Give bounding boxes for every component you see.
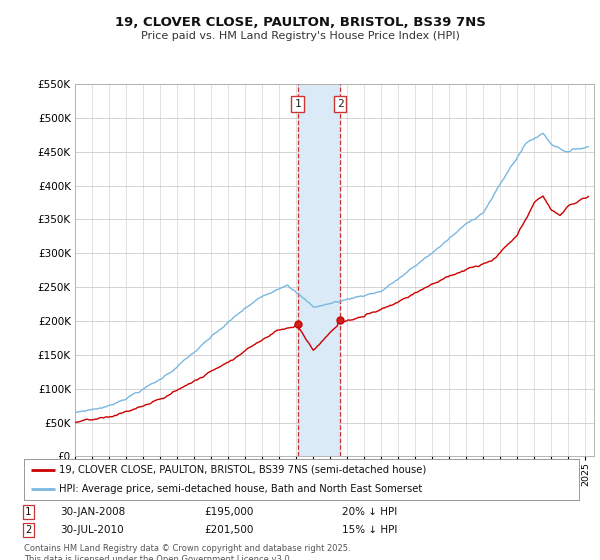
Text: £201,500: £201,500 bbox=[204, 525, 253, 535]
Text: 2: 2 bbox=[25, 525, 31, 535]
Text: Contains HM Land Registry data © Crown copyright and database right 2025.
This d: Contains HM Land Registry data © Crown c… bbox=[24, 544, 350, 560]
Text: £195,000: £195,000 bbox=[204, 507, 253, 517]
Text: HPI: Average price, semi-detached house, Bath and North East Somerset: HPI: Average price, semi-detached house,… bbox=[59, 484, 422, 494]
Text: 1: 1 bbox=[294, 99, 301, 109]
Text: 30-JUL-2010: 30-JUL-2010 bbox=[60, 525, 124, 535]
Text: Price paid vs. HM Land Registry's House Price Index (HPI): Price paid vs. HM Land Registry's House … bbox=[140, 31, 460, 41]
Text: 19, CLOVER CLOSE, PAULTON, BRISTOL, BS39 7NS: 19, CLOVER CLOSE, PAULTON, BRISTOL, BS39… bbox=[115, 16, 485, 29]
Text: 15% ↓ HPI: 15% ↓ HPI bbox=[342, 525, 397, 535]
Text: 20% ↓ HPI: 20% ↓ HPI bbox=[342, 507, 397, 517]
Bar bbox=[298, 84, 340, 456]
Text: 1: 1 bbox=[25, 507, 31, 517]
Text: 30-JAN-2008: 30-JAN-2008 bbox=[60, 507, 125, 517]
Text: 19, CLOVER CLOSE, PAULTON, BRISTOL, BS39 7NS (semi-detached house): 19, CLOVER CLOSE, PAULTON, BRISTOL, BS39… bbox=[59, 465, 426, 475]
Text: 2: 2 bbox=[337, 99, 344, 109]
